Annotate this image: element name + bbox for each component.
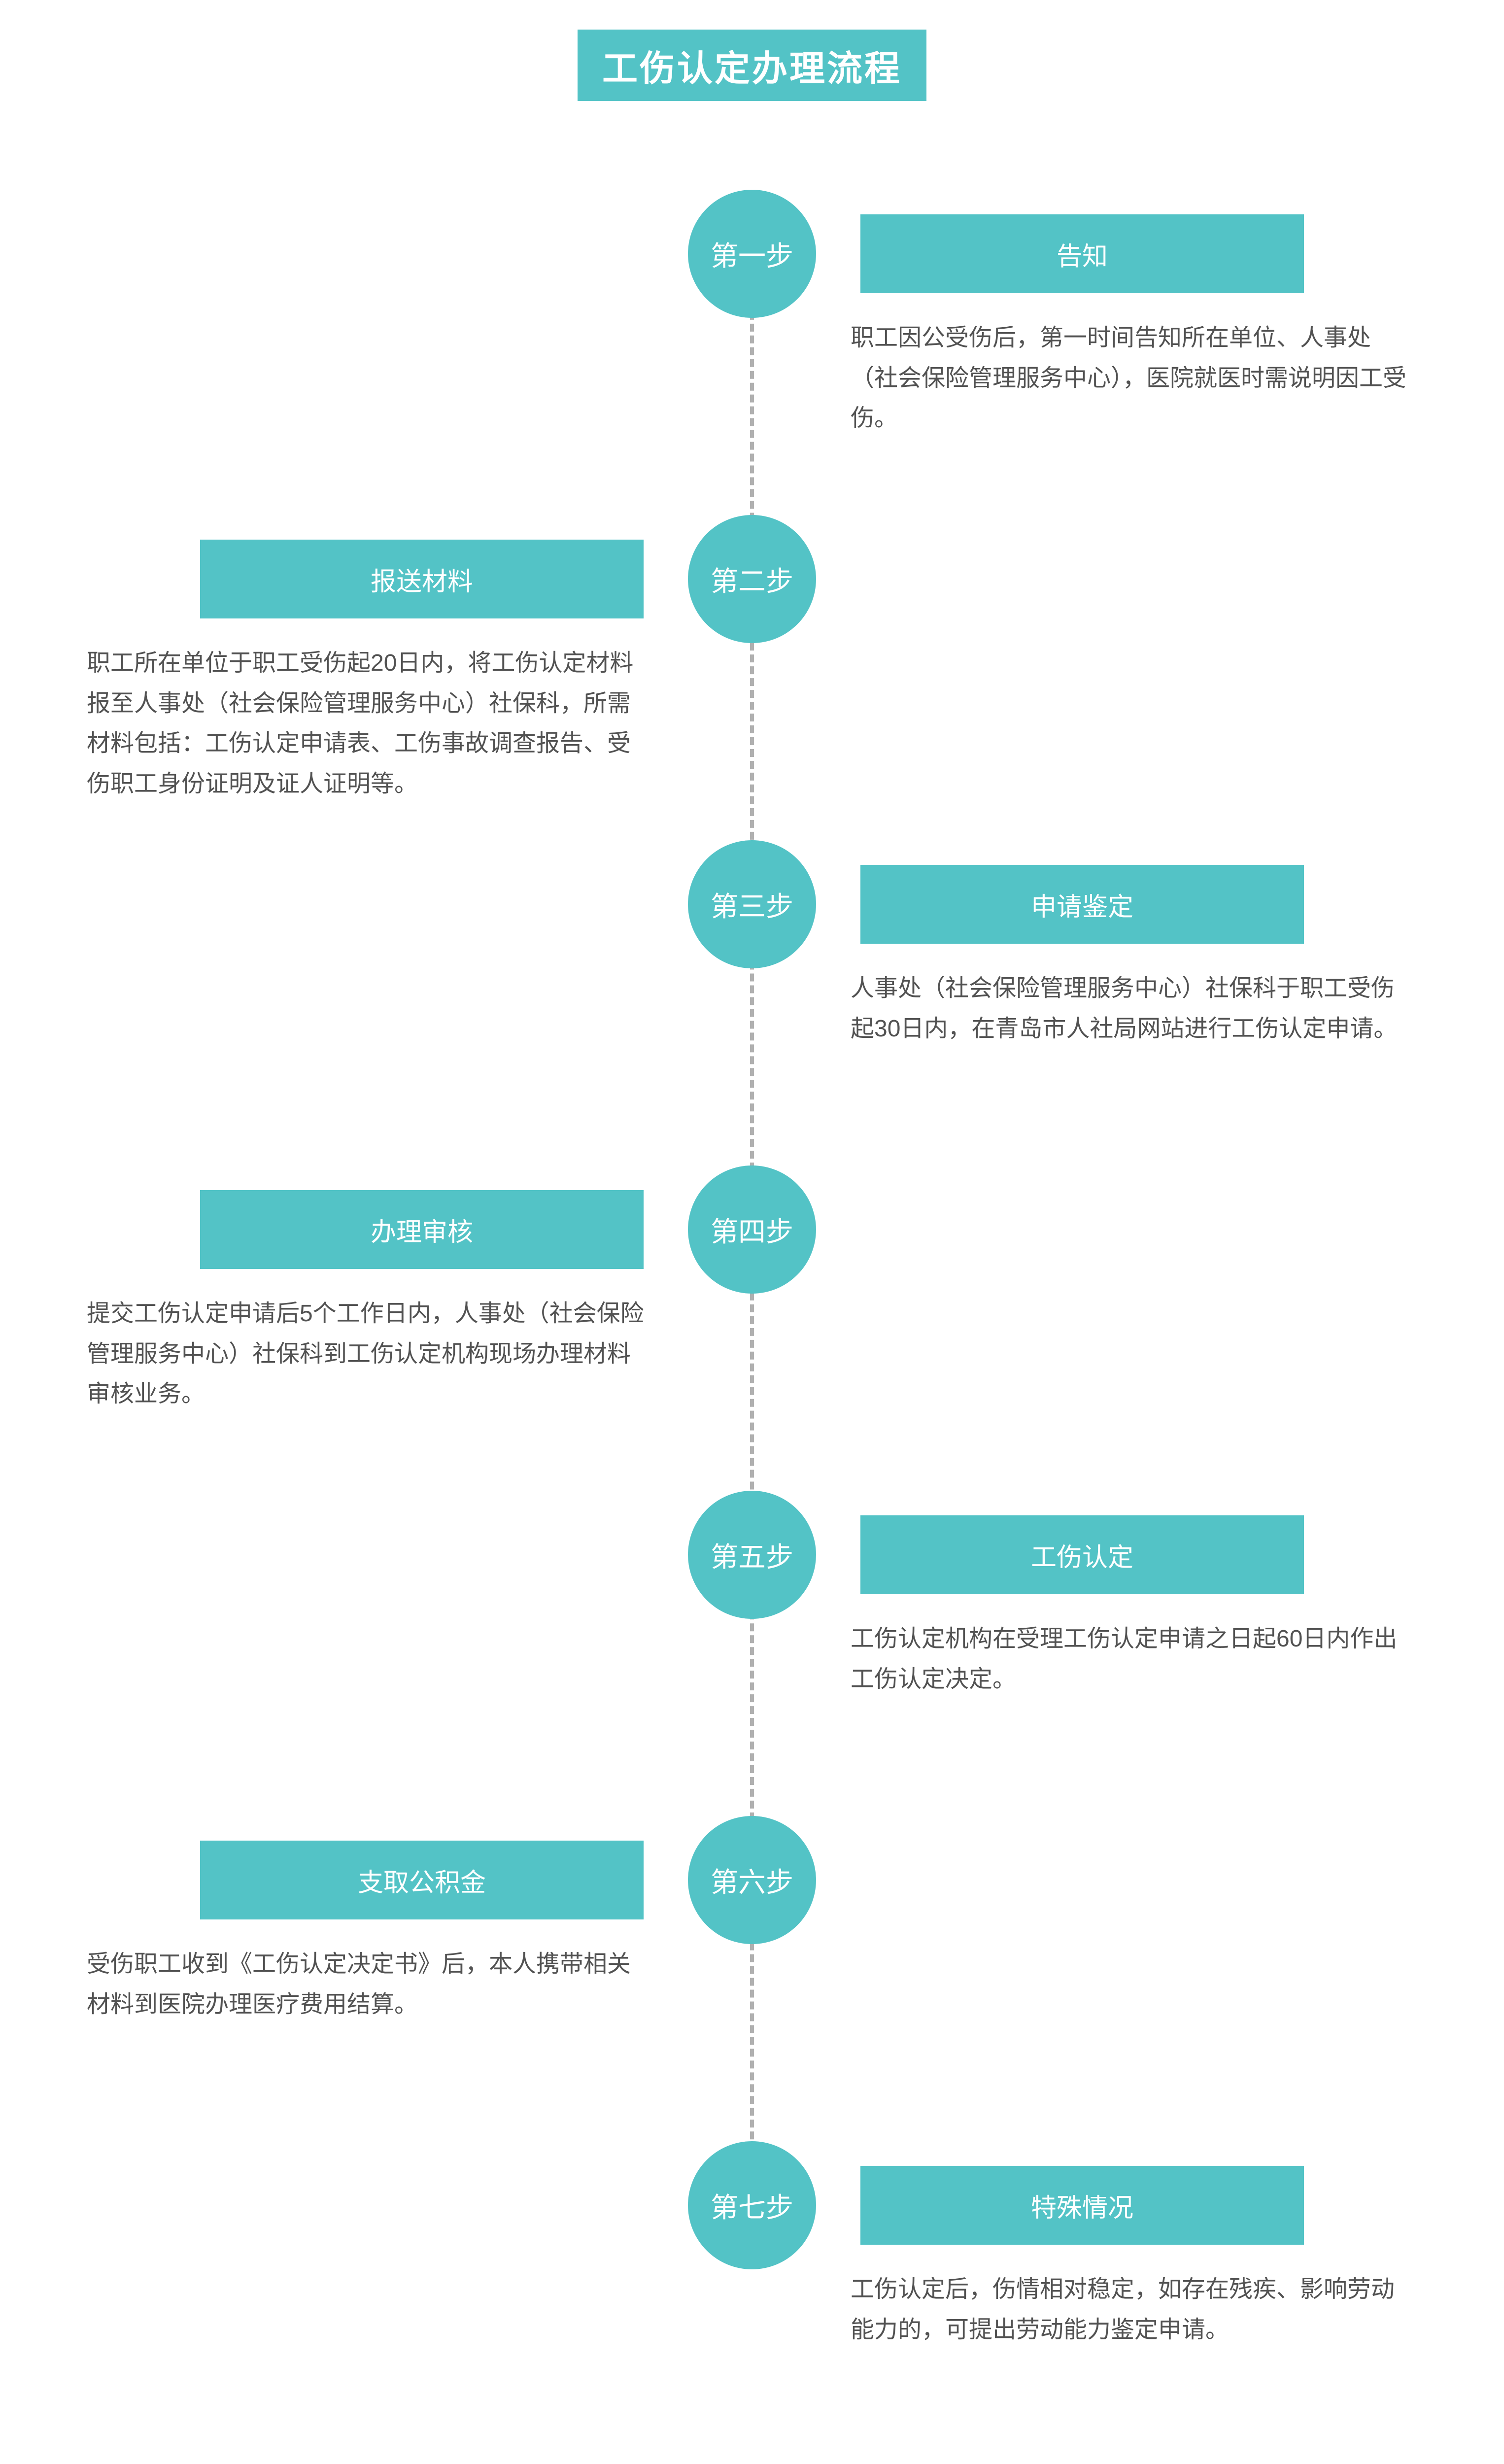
step-label: 办理审核 (200, 1190, 644, 1269)
page-title: 工伤认定办理流程 (578, 30, 926, 101)
step-label: 告知 (860, 214, 1304, 293)
step-desc: 提交工伤认定申请后5个工作日内，人事处（社会保险管理服务中心）社保科到工伤认定机… (87, 1294, 653, 1414)
step-circle: 第六步 (688, 1816, 816, 1944)
step-2: 第二步报送材料职工所在单位于职工受伤起20日内，将工伤认定材料报至人事处（社会保… (62, 515, 1442, 791)
step-1: 第一步告知职工因公受伤后，第一时间告知所在单位、人事处（社会保险管理服务中心），… (62, 190, 1442, 466)
step-6: 第六步支取公积金受伤职工收到《工伤认定决定书》后，本人携带相关材料到医院办理医疗… (62, 1816, 1442, 2092)
step-circle: 第四步 (688, 1165, 816, 1294)
step-label: 申请鉴定 (860, 865, 1304, 944)
step-desc: 人事处（社会保险管理服务中心）社保科于职工受伤起30日内，在青岛市人社局网站进行… (851, 968, 1417, 1049)
step-circle: 第一步 (688, 190, 816, 318)
step-7: 第七步特殊情况工伤认定后，伤情相对稳定，如存在残疾、影响劳动能力的，可提出劳动能… (62, 2141, 1442, 2417)
step-desc: 职工因公受伤后，第一时间告知所在单位、人事处（社会保险管理服务中心），医院就医时… (851, 318, 1417, 439)
step-desc: 职工所在单位于职工受伤起20日内，将工伤认定材料报至人事处（社会保险管理服务中心… (87, 643, 653, 804)
step-circle: 第七步 (688, 2141, 816, 2269)
timeline: 第一步告知职工因公受伤后，第一时间告知所在单位、人事处（社会保险管理服务中心），… (62, 190, 1442, 2417)
step-circle: 第二步 (688, 515, 816, 643)
step-label: 特殊情况 (860, 2166, 1304, 2245)
step-5: 第五步工伤认定工伤认定机构在受理工伤认定申请之日起60日内作出工伤认定决定。 (62, 1491, 1442, 1767)
step-desc: 工伤认定后，伤情相对稳定，如存在残疾、影响劳动能力的，可提出劳动能力鉴定申请。 (851, 2269, 1417, 2350)
step-4: 第四步办理审核提交工伤认定申请后5个工作日内，人事处（社会保险管理服务中心）社保… (62, 1165, 1442, 1441)
step-label: 报送材料 (200, 540, 644, 618)
step-desc: 工伤认定机构在受理工伤认定申请之日起60日内作出工伤认定决定。 (851, 1619, 1417, 1699)
step-desc: 受伤职工收到《工伤认定决定书》后，本人携带相关材料到医院办理医疗费用结算。 (87, 1944, 653, 2024)
step-label: 工伤认定 (860, 1515, 1304, 1594)
step-circle: 第五步 (688, 1491, 816, 1619)
step-label: 支取公积金 (200, 1841, 644, 1919)
step-3: 第三步申请鉴定人事处（社会保险管理服务中心）社保科于职工受伤起30日内，在青岛市… (62, 840, 1442, 1116)
step-circle: 第三步 (688, 840, 816, 968)
